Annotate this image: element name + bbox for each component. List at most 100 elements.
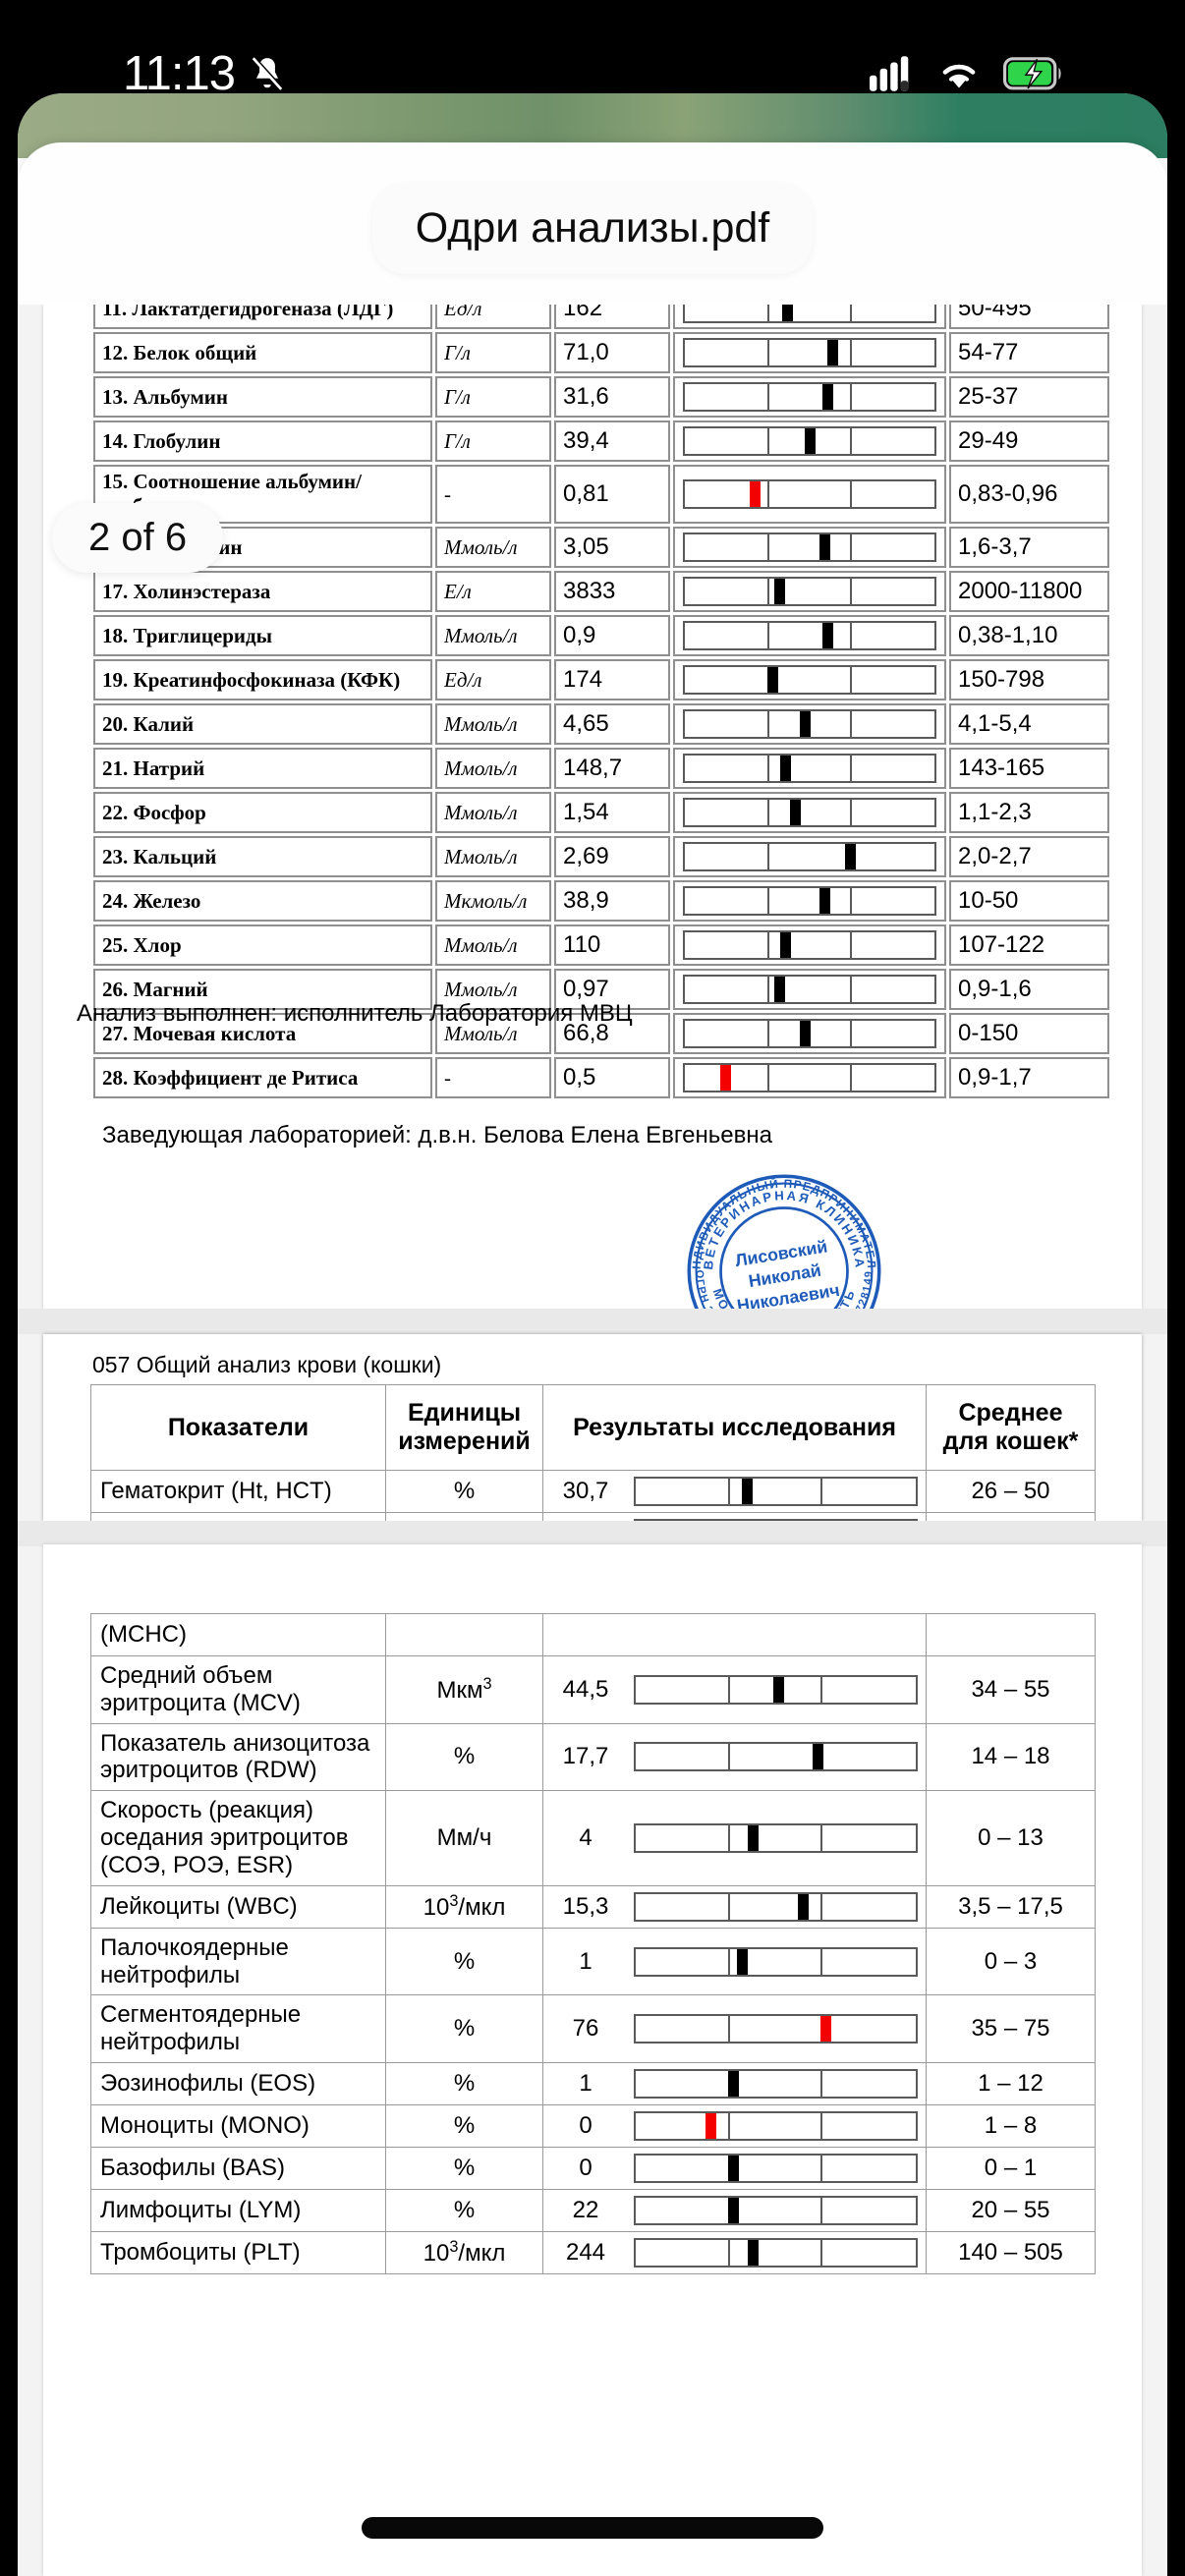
table-row: Базофилы (BAS)% 0 0 – 1: [90, 2147, 1096, 2191]
row-indicator-name: Палочкоядерные нейтрофилы: [90, 1927, 386, 1996]
row-value: 244: [565, 2239, 606, 2267]
row-result-cell: 17,7: [542, 1722, 927, 1792]
row-indicator-name: 21. Натрий: [93, 748, 432, 789]
row-value: 31,6: [554, 376, 670, 418]
row-reference: 26 – 50: [926, 1470, 1096, 1513]
row-unit: 103/мкл: [385, 1884, 543, 1929]
cbc-header-0: Показатели: [90, 1384, 386, 1471]
row-reference: 3,5 – 17,5: [926, 1884, 1096, 1929]
range-meter: [683, 479, 936, 509]
in-range-marker: [748, 1825, 759, 1852]
range-meter: [683, 1063, 936, 1092]
row-value: 66,8: [554, 1013, 670, 1054]
cbc-page-top: 057 Общий анализ крови (кошки) Показател…: [43, 1334, 1142, 1521]
table-row: 25. Хлор Ммоль/л 110 107-122: [93, 924, 1109, 966]
range-meter: [634, 2238, 918, 2268]
row-indicator-name: (MCHC): [90, 1613, 386, 1656]
document-title[interactable]: Одри анализы.pdf: [371, 183, 814, 274]
row-unit: Г/л: [435, 332, 551, 373]
row-reference: 4,1-5,4: [949, 703, 1109, 745]
row-indicator-name: Показатель анизоцитоза эритроцитов (RDW): [90, 1722, 386, 1792]
mute-bell-icon: [249, 52, 286, 95]
row-reference: 14 – 18: [926, 1722, 1096, 1792]
row-unit: %: [385, 1722, 543, 1792]
row-reference: 1 – 8: [926, 2104, 1096, 2149]
in-range-marker: [821, 623, 833, 648]
row-unit: Ед/л: [435, 305, 551, 329]
row-unit: [385, 1613, 543, 1656]
row-meter-cell: [673, 703, 946, 745]
row-meter-cell: [673, 659, 946, 700]
row-value: 4,65: [554, 703, 670, 745]
table-row: 12. Белок общий Г/л 71,0 54-77: [93, 332, 1109, 373]
row-indicator-name: Моноциты (MONO): [90, 2104, 386, 2149]
table-row: 22. Фосфор Ммоль/л 1,54 1,1-2,3: [93, 792, 1109, 833]
row-indicator-name: Скорость (реакция) оседания эритроцитов …: [90, 1790, 386, 1886]
in-range-marker: [799, 711, 811, 737]
row-indicator-name: Сегментоядерные нейтрофилы: [90, 1994, 386, 2064]
row-value: 174: [554, 659, 670, 700]
in-range-marker: [799, 1021, 811, 1046]
range-meter: [634, 1891, 918, 1922]
row-reference: 50-495: [949, 305, 1109, 329]
row-indicator-name: Лейкоциты (WBC): [90, 1884, 386, 1929]
row-result-cell: [542, 1613, 927, 1656]
range-meter: [634, 2014, 918, 2044]
row-unit: Ммоль/л: [435, 748, 551, 789]
signal-bars-icon: [870, 54, 915, 93]
row-unit: Мкмоль/л: [435, 880, 551, 922]
home-indicator[interactable]: [362, 2517, 823, 2539]
row-value: 162: [554, 305, 670, 329]
row-meter-cell: [673, 1057, 946, 1098]
row-indicator-name: Гемоглобин (Hb, HGB): [90, 1512, 386, 1521]
range-meter: [634, 2069, 918, 2100]
row-unit: %: [385, 1927, 543, 1996]
table-row: 13. Альбумин Г/л 31,6 25-37: [93, 376, 1109, 418]
row-reference: 140 – 505: [926, 2231, 1096, 2275]
row-value: 4: [579, 1824, 592, 1852]
battery-charging-icon: [1003, 57, 1062, 90]
in-range-marker: [728, 2198, 740, 2224]
table-row: 17. Холинэстераза Е/л 3833 2000-11800: [93, 571, 1109, 612]
row-reference: 0 – 1: [926, 2147, 1096, 2191]
row-value: 1: [579, 1947, 592, 1975]
row-value: 44,5: [562, 1675, 609, 1703]
row-value: 0,9: [554, 615, 670, 656]
row-reference: 150-798: [949, 659, 1109, 700]
row-unit: Г/л: [435, 420, 551, 462]
table-row: 21. Натрий Ммоль/л 148,7 143-165: [93, 748, 1109, 789]
row-unit: %: [385, 2147, 543, 2191]
range-meter: [683, 621, 936, 650]
row-reference: 0,9-1,7: [949, 1057, 1109, 1098]
row-unit: Мкм3: [385, 1655, 543, 1724]
table-row: Лимфоциты (LYM)% 22 20 – 55: [90, 2189, 1096, 2233]
row-meter-cell: [673, 305, 946, 329]
row-value: 39,4: [554, 420, 670, 462]
row-unit: Ммоль/л: [435, 615, 551, 656]
in-range-marker: [798, 1893, 810, 1920]
row-meter-cell: [673, 332, 946, 373]
row-reference: 0 – 13: [926, 1790, 1096, 1886]
row-unit: Мм/ч: [385, 1790, 543, 1886]
in-range-marker: [812, 1744, 823, 1770]
table-row: 19. Креатинфосфокиназа (КФК) Ед/л 174 150-7…: [93, 659, 1109, 700]
row-indicator-name: 24. Железо: [93, 880, 432, 922]
biochem-table-wrapper: Ед/л1599500-1500Мкмоль/л7,13,3–6,311. Ла…: [90, 305, 1109, 1101]
row-reference: 0,83-0,96: [949, 465, 1109, 524]
row-indicator-name: 17. Холинэстераза: [93, 571, 432, 612]
row-result-cell: 1: [542, 2062, 927, 2106]
range-meter: [634, 2196, 918, 2226]
in-range-marker: [728, 2156, 740, 2182]
pdf-viewer[interactable]: Ед/л1599500-1500Мкмоль/л7,13,3–6,311. Ла…: [18, 305, 1167, 2576]
row-reference: 0,9-1,6: [949, 969, 1109, 1010]
row-meter-cell: [673, 836, 946, 877]
row-result-cell: 1: [542, 1927, 927, 1996]
row-value: 103: [551, 1520, 620, 1521]
range-meter: [683, 382, 936, 412]
row-meter-cell: [673, 615, 946, 656]
row-meter-cell: [673, 420, 946, 462]
row-value: 0,97: [554, 969, 670, 1010]
row-unit: Г/л: [435, 376, 551, 418]
row-indicator-name: Средний объем эритроцита (MCV): [90, 1655, 386, 1724]
row-value: 148,7: [554, 748, 670, 789]
